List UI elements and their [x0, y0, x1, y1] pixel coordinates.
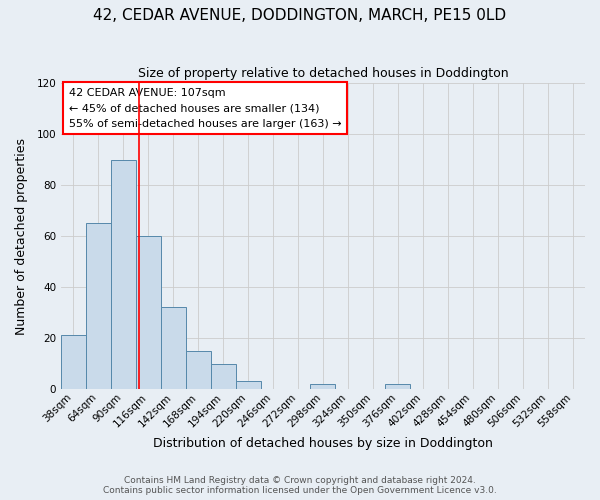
Text: 42, CEDAR AVENUE, DODDINGTON, MARCH, PE15 0LD: 42, CEDAR AVENUE, DODDINGTON, MARCH, PE1… — [94, 8, 506, 22]
Text: Contains HM Land Registry data © Crown copyright and database right 2024.
Contai: Contains HM Land Registry data © Crown c… — [103, 476, 497, 495]
Bar — [61, 336, 86, 389]
Bar — [86, 224, 111, 389]
Text: 42 CEDAR AVENUE: 107sqm
← 45% of detached houses are smaller (134)
55% of semi-d: 42 CEDAR AVENUE: 107sqm ← 45% of detache… — [69, 88, 341, 129]
Bar — [310, 384, 335, 389]
Bar — [111, 160, 136, 389]
Title: Size of property relative to detached houses in Doddington: Size of property relative to detached ho… — [137, 68, 508, 80]
Bar — [161, 308, 186, 389]
Bar — [385, 384, 410, 389]
Bar — [236, 382, 260, 389]
Bar — [136, 236, 161, 389]
Bar — [186, 351, 211, 389]
Bar — [211, 364, 236, 389]
Y-axis label: Number of detached properties: Number of detached properties — [15, 138, 28, 334]
X-axis label: Distribution of detached houses by size in Doddington: Distribution of detached houses by size … — [153, 437, 493, 450]
